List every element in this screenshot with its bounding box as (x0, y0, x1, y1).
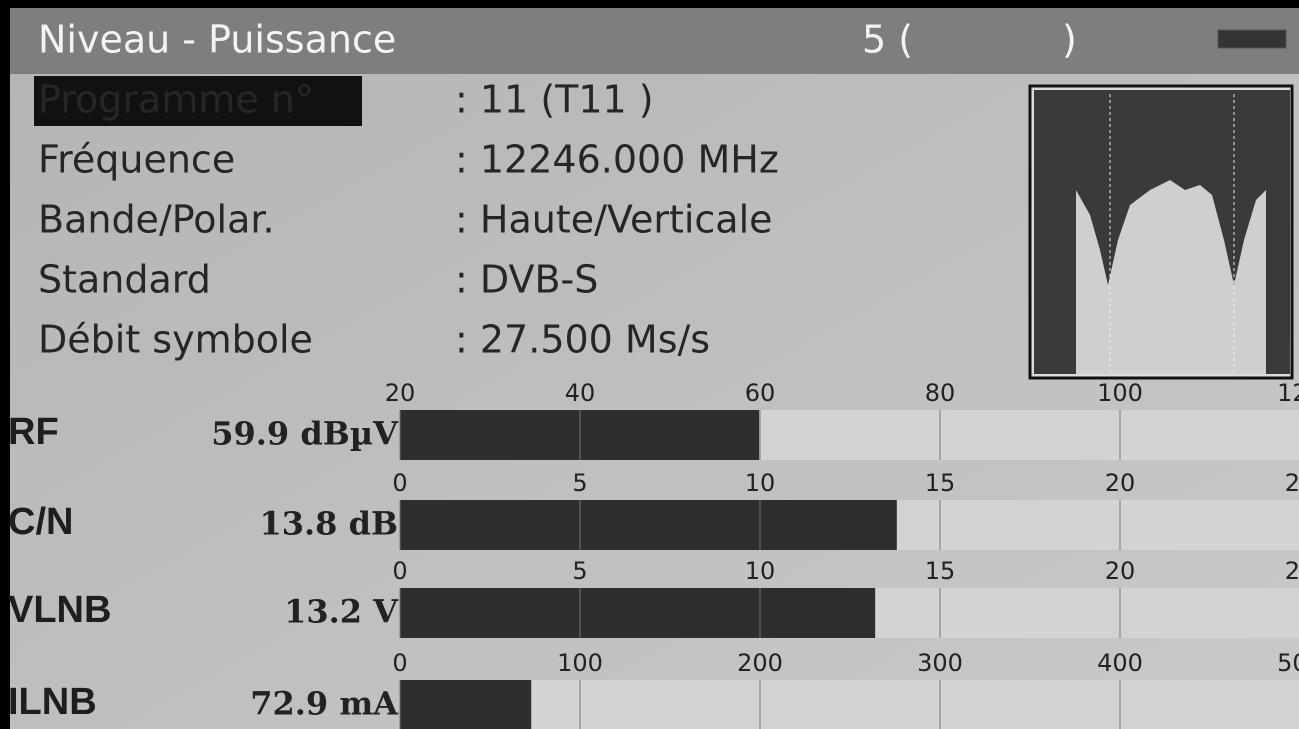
info-label: Standard (38, 258, 211, 302)
info-value: : Haute/Verticale (455, 198, 773, 242)
meter-value: 13.8 dB (260, 505, 399, 543)
info-value: : 11 (T11 ) (455, 78, 654, 122)
scale-label: 10 (745, 557, 776, 585)
channel-open: 5 ( (862, 18, 913, 62)
meter-bar (400, 500, 897, 550)
meter-screen: Niveau - Puissance 5 ( ) Programme n° : 1… (0, 0, 1299, 729)
scale-label: 40 (565, 379, 596, 407)
info-label: Fréquence (38, 138, 235, 182)
meter-name: RF (8, 411, 59, 453)
meter-value: 72.9 mA (250, 685, 399, 723)
meter-name: ILNB (8, 681, 97, 723)
scale-label: 25 (1285, 557, 1299, 585)
battery-icon (1218, 30, 1286, 48)
info-label: Bande/Polar. (38, 198, 275, 242)
meter-bar (400, 588, 875, 638)
info-value: : 27.500 Ms/s (455, 318, 710, 362)
scale-label: 10 (745, 469, 776, 497)
scale-label: 15 (925, 557, 956, 585)
meter-value: 13.2 V (284, 593, 399, 631)
scale-label: 200 (737, 649, 783, 677)
spectrum-thumbnail (1030, 86, 1292, 378)
screen-title: Niveau - Puissance (38, 18, 396, 62)
scale-label: 100 (557, 649, 603, 677)
scale-label: 120 (1277, 379, 1299, 407)
info-value: : DVB-S (455, 258, 598, 302)
meter-name: C/N (8, 501, 73, 543)
scale-label: 0 (392, 557, 407, 585)
meter-value: 59.9 dBµV (211, 415, 399, 453)
scale-label: 500 (1277, 649, 1299, 677)
scale-label: 25 (1285, 469, 1299, 497)
scale-label: 80 (925, 379, 956, 407)
scale-label: 60 (745, 379, 776, 407)
scale-label: 20 (1105, 469, 1136, 497)
scale-label: 15 (925, 469, 956, 497)
info-label: Débit symbole (38, 318, 313, 362)
page: Niveau - Puissance 5 ( ) Programme n° : 1… (0, 0, 1299, 729)
scale-label: 300 (917, 649, 963, 677)
info-label: Programme n° (38, 78, 314, 122)
scale-label: 20 (1105, 557, 1136, 585)
scale-label: 100 (1097, 379, 1143, 407)
meter-bar (400, 680, 531, 729)
scale-label: 5 (572, 469, 587, 497)
meter-name: VLNB (8, 589, 111, 631)
info-value: : 12246.000 MHz (455, 138, 779, 182)
meter-track (400, 680, 1299, 729)
channel-close: ) (1062, 18, 1077, 62)
scale-label: 5 (572, 557, 587, 585)
scale-label: 400 (1097, 649, 1143, 677)
scale-label: 20 (385, 379, 416, 407)
scale-label: 0 (392, 649, 407, 677)
scale-label: 0 (392, 469, 407, 497)
